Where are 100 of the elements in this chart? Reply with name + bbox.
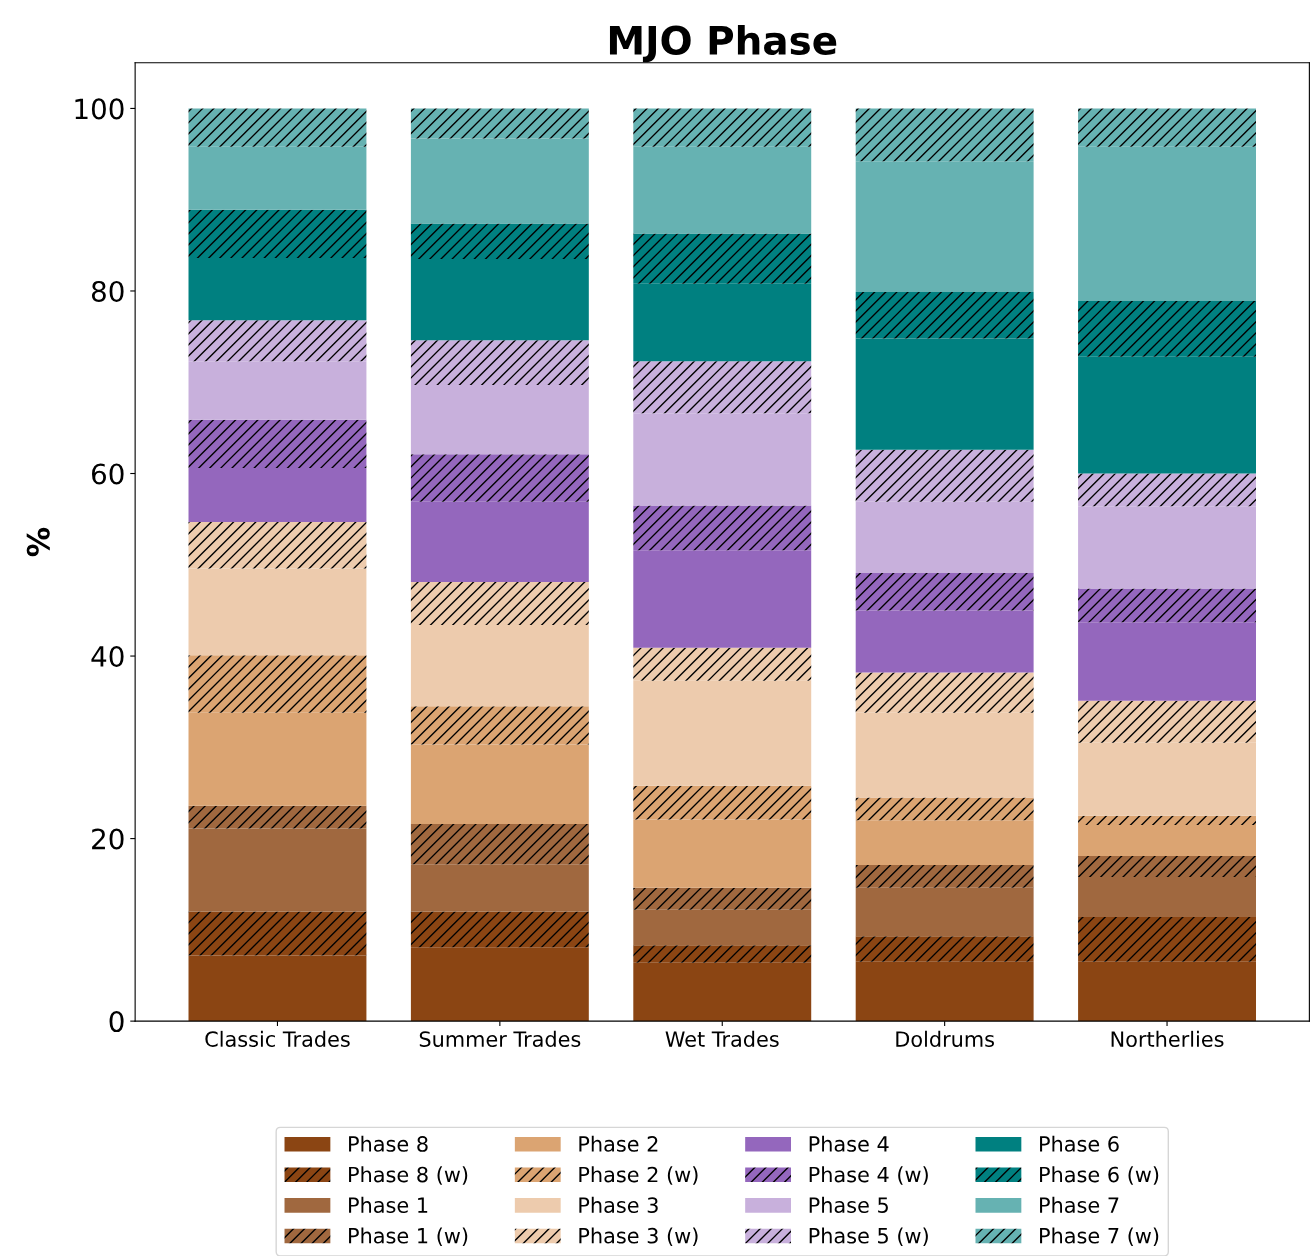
bar [410,454,589,502]
bar [855,712,1034,798]
bar [633,819,812,888]
bar [188,108,367,147]
bar [633,233,812,284]
bar [188,320,367,362]
legend-label: Phase 3 (w) [579,1227,698,1247]
bar [633,283,812,362]
bar [1078,742,1256,816]
bar [188,521,367,569]
bar [1078,356,1256,474]
legend-label: Phase 8 (w) [349,1166,468,1185]
legend-label: Phase 2 (w) [579,1166,698,1185]
bar [855,501,1034,573]
legend-label: Phase 1 [349,1196,428,1213]
legend-label: Phase 7 [1040,1196,1119,1213]
bar [1078,473,1256,507]
bar [410,340,589,385]
bar [410,947,589,1022]
bar [633,962,812,1022]
bar [855,865,1034,888]
bar [410,823,589,865]
bar [633,361,812,414]
bar [410,911,589,948]
bar [410,223,589,260]
bar [855,573,1034,611]
bar [855,887,1034,937]
x-tick-label: Northerlies [1111,1030,1224,1047]
bar [855,338,1034,450]
bar [855,961,1034,1022]
legend-label: Phase 4 (w) [809,1166,928,1185]
bar [855,672,1034,713]
bar [188,209,367,259]
bar [188,258,367,321]
bar [410,625,589,707]
y-axis-title: % [26,527,50,557]
bar [1078,961,1256,1022]
bar [1078,855,1256,877]
bar [188,955,367,1022]
legend-label: Phase 7 (w) [1040,1227,1159,1247]
bar [1078,146,1256,302]
bar [855,797,1034,821]
bar [1078,815,1256,825]
bar [1078,917,1256,962]
y-tick-label: 80 [91,280,124,302]
bar [188,419,367,469]
bar [1078,506,1256,589]
bar [633,945,812,963]
y-tick-label: 60 [92,463,124,485]
bar [633,108,812,147]
legend-label: Phase 1 (w) [349,1227,468,1247]
bar [855,108,1034,162]
legend-label: Phase 5 [809,1196,888,1213]
bar [633,887,812,910]
legend-label: Phase 6 (w) [1040,1166,1159,1185]
bar [855,820,1034,866]
bar [633,909,812,946]
bar [855,610,1034,673]
bar [855,936,1034,962]
bar [410,138,589,224]
y-tick-label: 100 [75,98,124,120]
legend-label: Phase 4 [809,1135,889,1152]
bar [188,361,367,420]
bar [188,805,367,829]
legend-label: Phase 8 [349,1135,428,1152]
bar [410,384,589,455]
bar [633,680,812,786]
bar [410,582,589,626]
y-tick-label: 40 [91,645,124,667]
bar [633,505,812,551]
bar [188,828,367,912]
x-tick-label: Wet Trades [665,1030,779,1047]
bar [188,655,367,713]
bar [188,468,367,522]
bar [1078,700,1256,743]
legend-label: Phase 6 [1040,1135,1119,1152]
y-tick-label: 20 [92,828,124,850]
chart-title: MJO Phase [609,24,837,63]
bar [410,744,589,824]
bar [1078,876,1256,918]
bar [855,291,1034,339]
bar [410,501,589,583]
bar [410,706,589,745]
bar [410,259,589,341]
bar [410,864,589,912]
legend-label: Phase 3 [579,1196,658,1213]
bar [633,550,812,648]
bar [1078,588,1256,623]
bar [855,449,1034,502]
bar [633,785,812,820]
bar [1078,824,1256,856]
legend-label: Phase 2 [579,1135,658,1152]
legend-label: Phase 5 (w) [809,1227,928,1247]
x-tick-label: Summer Trades [419,1030,581,1047]
x-tick-label: Doldrums [896,1030,994,1047]
bar [1078,622,1256,701]
bar [1078,108,1256,147]
bar [188,568,367,656]
bar [633,146,812,234]
bar [633,413,812,506]
